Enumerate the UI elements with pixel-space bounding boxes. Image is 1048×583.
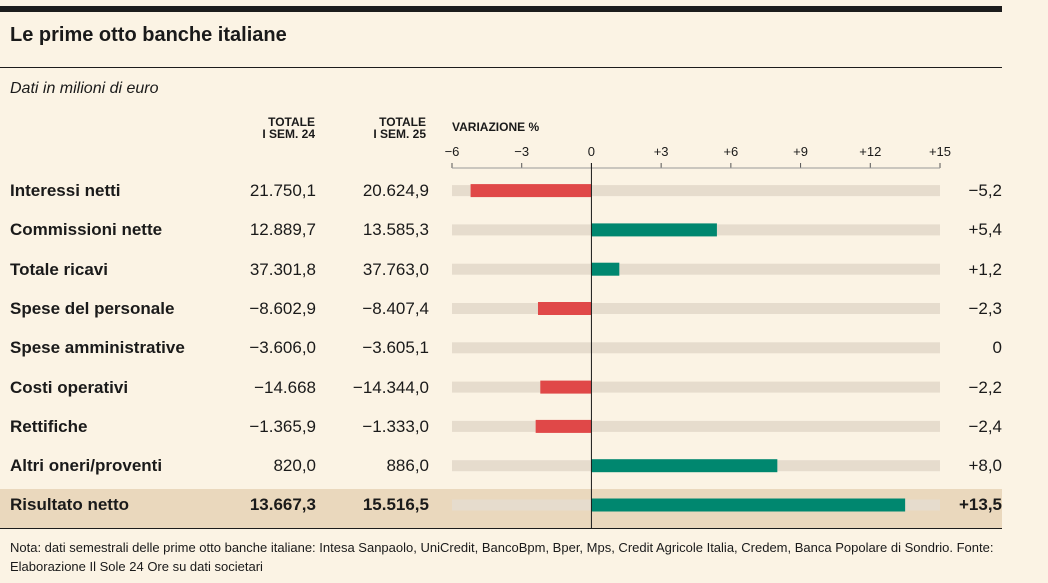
change-value: −2,2 — [968, 377, 1002, 397]
value-h1-24: 820,0 — [273, 456, 316, 476]
row-label: Totale ricavi — [10, 259, 108, 279]
table-row: Altri oneri/proventi 820,0 886,0 +8,0 — [0, 446, 1002, 485]
row-label: Altri oneri/proventi — [10, 456, 163, 476]
table-row: Commissioni nette 12.889,7 13.585,3 +5,4 — [0, 210, 1002, 249]
change-value: +8,0 — [968, 456, 1002, 476]
value-h1-25: 13.585,3 — [362, 220, 429, 240]
change-value: +13,5 — [958, 495, 1002, 515]
value-h1-24: −14.668 — [254, 377, 316, 397]
top-rule — [0, 6, 1002, 12]
table-row: Spese amministrative −3.606,0 −3.605,1 0 — [0, 328, 1002, 367]
title-divider — [0, 67, 1002, 68]
value-h1-25: 886,0 — [386, 456, 429, 476]
bottom-rule — [0, 528, 1002, 529]
column-header-h1-24: TOTALE I SEM. 24 — [262, 115, 315, 141]
change-value: +1,2 — [968, 259, 1002, 279]
value-h1-24: 37.301,8 — [249, 259, 316, 279]
value-h1-25: −1.333,0 — [362, 416, 429, 436]
bar-track — [452, 420, 940, 432]
row-label: Commissioni nette — [10, 220, 163, 240]
table-row: Spese del personale −8.602,9 −8.407,4 −2,3 — [0, 289, 1002, 328]
footnote: Nota: dati semestrali delle prime otto b… — [10, 540, 994, 574]
change-value: +5,4 — [968, 220, 1002, 240]
column-header-variation: VARIAZIONE % — [452, 120, 540, 134]
x-tick-label: +15 — [929, 144, 951, 159]
row-label: Rettifiche — [10, 416, 88, 436]
column-header-h1-25: TOTALE I SEM. 25 — [373, 115, 426, 141]
value-h1-24: −3.606,0 — [249, 338, 316, 358]
bar — [537, 302, 592, 315]
chart-title: Le prime otto banche italiane — [10, 24, 287, 46]
value-h1-25: −3.605,1 — [362, 338, 429, 358]
change-value: −2,4 — [968, 416, 1002, 436]
bar — [591, 498, 906, 512]
bar — [591, 262, 620, 276]
value-h1-25: 15.516,5 — [362, 495, 429, 515]
x-tick-label: +9 — [793, 144, 808, 159]
value-h1-24: 13.667,3 — [249, 495, 316, 515]
change-value: 0 — [992, 338, 1002, 358]
value-h1-25: −8.407,4 — [362, 298, 429, 318]
row-label: Interessi netti — [10, 181, 121, 200]
value-h1-25: 37.763,0 — [362, 259, 429, 279]
row-label: Costi operativi — [10, 377, 129, 397]
change-value: −5,2 — [968, 181, 1002, 200]
bar-track — [452, 342, 940, 354]
change-value: −2,3 — [968, 298, 1002, 318]
value-h1-25: 20.624,9 — [362, 181, 429, 200]
table-row: Interessi netti 21.750,1 20.624,9 −5,2 — [0, 171, 1002, 210]
bar-track — [452, 381, 940, 393]
bar — [591, 223, 717, 237]
bar — [540, 380, 592, 394]
x-tick-label: −3 — [514, 144, 529, 159]
x-tick-label: +3 — [654, 144, 669, 159]
value-h1-24: 21.750,1 — [249, 181, 316, 200]
bar — [591, 459, 778, 473]
x-tick-label: +12 — [859, 144, 881, 159]
chart-subtitle: Dati in milioni di euro — [10, 80, 159, 97]
table-row: Rettifiche −1.365,9 −1.333,0 −2,4 — [0, 407, 1002, 446]
bar-track — [452, 263, 940, 275]
bar — [535, 419, 592, 433]
x-tick-label: +6 — [723, 144, 738, 159]
x-tick-label: −6 — [445, 144, 460, 159]
value-h1-24: −1.365,9 — [249, 416, 316, 436]
table-row: Risultato netto 13.667,3 15.516,5 +13,5 — [0, 485, 1002, 524]
x-tick-label: 0 — [588, 144, 595, 159]
value-h1-25: −14.344,0 — [352, 377, 429, 397]
bar-track — [452, 185, 940, 197]
bar — [470, 184, 592, 198]
table-row: Totale ricavi 37.301,8 37.763,0 +1,2 — [0, 250, 1002, 289]
row-label: Risultato netto — [10, 495, 129, 515]
bar-track — [452, 303, 940, 314]
table-row: Costi operativi −14.668 −14.344,0 −2,2 — [0, 368, 1002, 407]
row-label: Spese del personale — [10, 298, 175, 318]
value-h1-24: 12.889,7 — [249, 220, 316, 240]
row-label: Spese amministrative — [10, 338, 185, 358]
value-h1-24: −8.602,9 — [249, 298, 316, 318]
